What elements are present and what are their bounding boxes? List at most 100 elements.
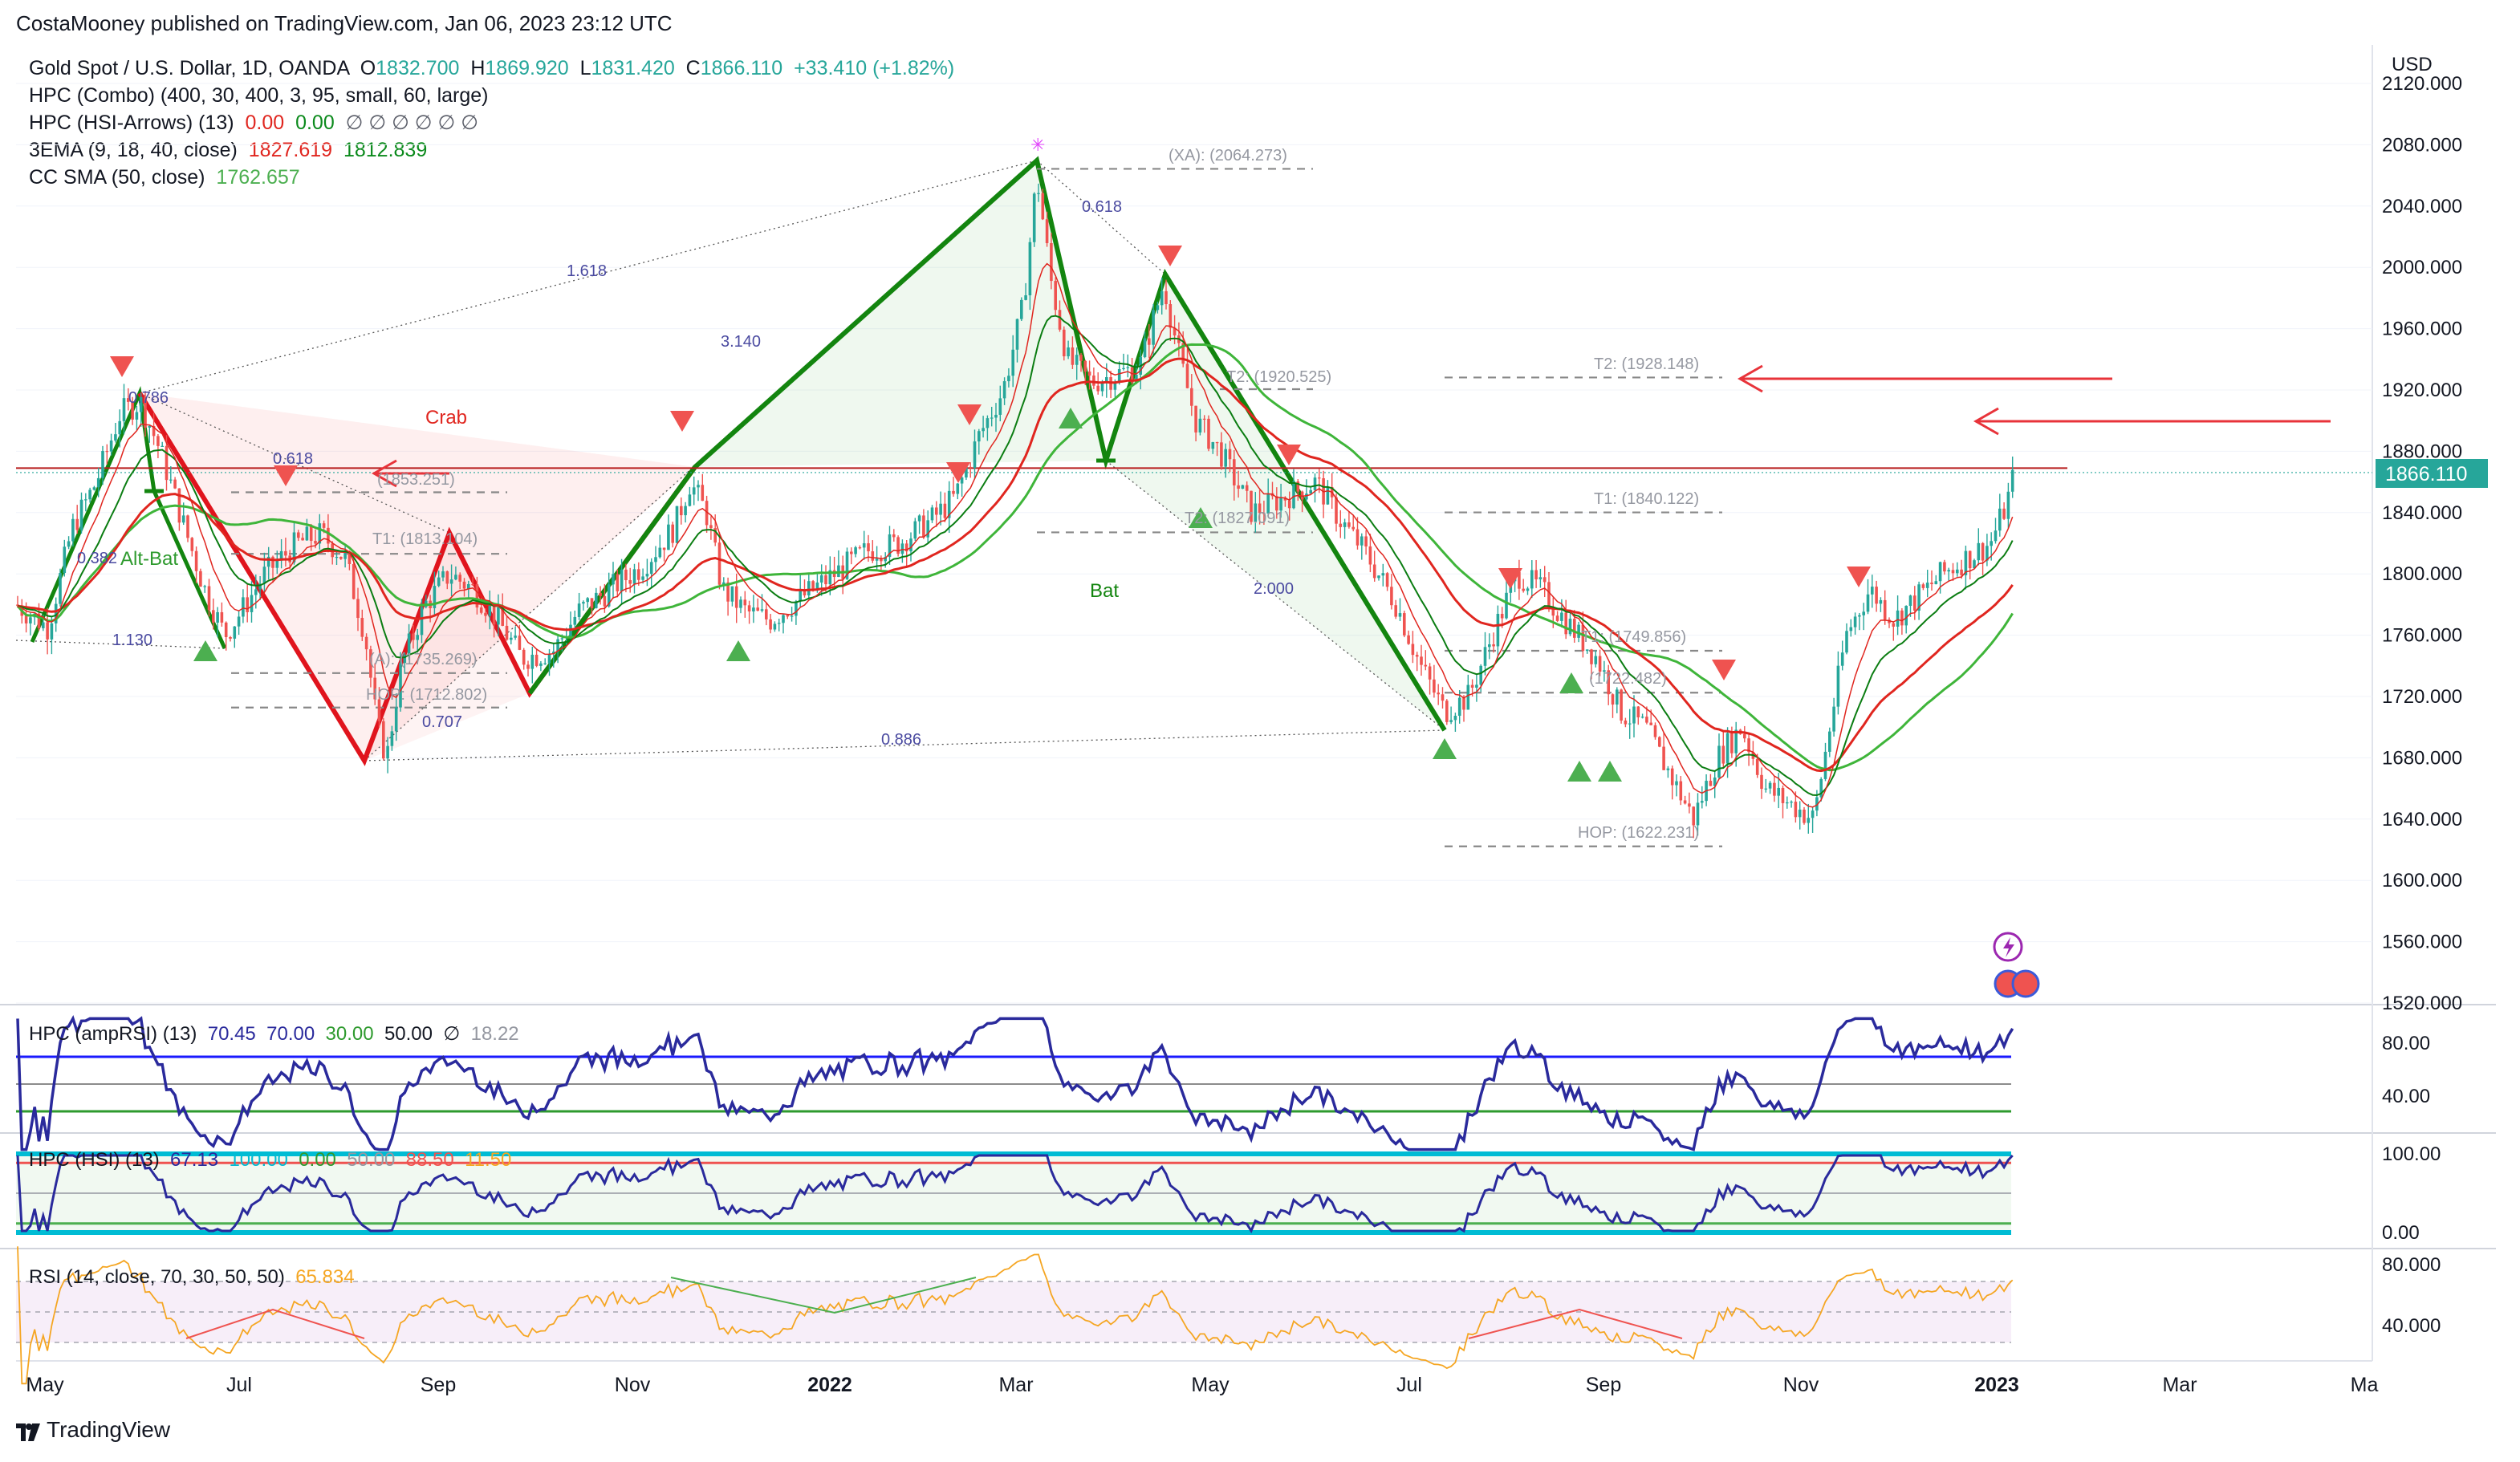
candle-body bbox=[943, 503, 947, 518]
flag-us-icon[interactable] bbox=[2011, 969, 2040, 998]
level-crab-t2: (1853.251) bbox=[377, 471, 455, 489]
candle-body bbox=[1547, 582, 1551, 608]
candle-body bbox=[1968, 550, 1972, 569]
candle-body bbox=[1071, 347, 1075, 365]
candle-body bbox=[701, 485, 705, 502]
candle-body bbox=[1896, 610, 1900, 627]
candle-body bbox=[1849, 627, 1853, 632]
candle-body bbox=[756, 607, 759, 611]
sell-arrow-icon bbox=[946, 462, 970, 483]
candle-body bbox=[612, 574, 615, 585]
pattern-label-alt-bat: Alt-Bat bbox=[120, 548, 178, 570]
time-tick-label: May bbox=[1191, 1374, 1230, 1396]
osc2-legend[interactable]: HPC (HSI) (13) 67.13 100.00 0.00 50.00 8… bbox=[29, 1149, 512, 1171]
time-axis[interactable]: May Jul Sep Nov 2022 Mar May Jul Sep Nov 2023 Mar Ma bbox=[26, 1374, 2378, 1396]
legend-sma-row[interactable]: CC SMA (50, close) 1762.657 bbox=[29, 166, 300, 189]
candle-body bbox=[1092, 375, 1095, 386]
price-tick-label: 2080.000 bbox=[2382, 134, 2462, 156]
crab-fill bbox=[140, 393, 695, 761]
symbol-name[interactable]: Gold Spot / U.S. Dollar, 1D, OANDA bbox=[29, 57, 349, 79]
candle-body bbox=[752, 607, 755, 611]
candle-body bbox=[534, 654, 539, 666]
candle-body bbox=[1054, 281, 1057, 311]
candle-body bbox=[1063, 329, 1066, 357]
candle-body bbox=[501, 607, 504, 626]
candle-body bbox=[1998, 508, 2002, 531]
candle-body bbox=[1594, 656, 1598, 664]
candle-body bbox=[1938, 562, 1942, 582]
candle-body bbox=[1343, 522, 1347, 527]
candle-body bbox=[1879, 599, 1883, 604]
candle-body bbox=[1616, 689, 1619, 705]
candle-body bbox=[1173, 327, 1177, 336]
candle-body bbox=[1041, 193, 1045, 220]
legend-ema-row[interactable]: 3EMA (9, 18, 40, close) 1827.619 1812.83… bbox=[29, 139, 428, 161]
candle-body bbox=[1462, 697, 1465, 710]
rsi-divergence-line bbox=[1468, 1308, 1683, 1339]
time-tick-label: Mar bbox=[998, 1374, 1033, 1396]
candle-body bbox=[437, 577, 441, 587]
candle-body bbox=[973, 441, 977, 469]
candle-body bbox=[1266, 493, 1270, 514]
buy-arrow-icon bbox=[1059, 408, 1083, 428]
candle-body bbox=[1335, 497, 1338, 524]
candle-body bbox=[420, 607, 424, 636]
ratio-label: 0.707 bbox=[422, 713, 462, 731]
moving-averages bbox=[16, 262, 2014, 808]
candle-body bbox=[1500, 614, 1504, 619]
candle-body bbox=[645, 574, 649, 577]
candle-body bbox=[947, 490, 951, 518]
time-tick-label: Sep bbox=[421, 1374, 456, 1396]
candle-body bbox=[416, 635, 419, 640]
osc1-axis-40: 40.00 bbox=[2382, 1086, 2430, 1107]
lightning-icon[interactable] bbox=[1993, 932, 2023, 962]
candle-body bbox=[156, 436, 160, 446]
candle-body bbox=[292, 532, 296, 562]
candle-body bbox=[335, 556, 339, 558]
ratio-label: 0.618 bbox=[273, 450, 313, 468]
candle-body bbox=[1845, 631, 1848, 653]
candle-body bbox=[1794, 802, 1798, 818]
osc1-legend[interactable]: HPC (ampRSI) (13) 70.45 70.00 30.00 50.0… bbox=[29, 1023, 519, 1045]
buy-arrow-icon bbox=[726, 640, 750, 661]
candle-body bbox=[318, 523, 322, 544]
candle-body bbox=[1420, 656, 1423, 665]
candle-body bbox=[697, 485, 700, 488]
candle-body bbox=[1836, 665, 1840, 707]
legend-combo-row[interactable]: HPC (Combo) (400, 30, 400, 3, 95, small,… bbox=[29, 84, 489, 107]
price-axis[interactable]: 2120.000 2080.000 2040.000 2000.000 1960.000… bbox=[2382, 73, 2462, 1014]
lightning-icon-glyph bbox=[2003, 937, 2014, 957]
candle-body bbox=[339, 556, 343, 559]
candle-body bbox=[1364, 536, 1368, 547]
candle-body bbox=[875, 558, 879, 561]
candle-body bbox=[671, 524, 674, 543]
candle-body bbox=[569, 624, 572, 638]
candle-body bbox=[16, 604, 19, 607]
candle-body bbox=[1925, 583, 1929, 588]
candle-body bbox=[1679, 781, 1683, 801]
candle-body bbox=[1786, 802, 1789, 804]
candle-body bbox=[433, 586, 437, 608]
candle-body bbox=[1624, 720, 1628, 725]
candle-body bbox=[1143, 338, 1147, 358]
candle-body bbox=[1347, 522, 1351, 527]
candle-body bbox=[1164, 290, 1168, 305]
candle-body bbox=[624, 569, 628, 580]
price-tick-label: 1920.000 bbox=[2382, 380, 2462, 401]
candle-body bbox=[1105, 377, 1108, 384]
candle-body bbox=[1011, 349, 1014, 376]
candle-body bbox=[475, 584, 479, 608]
candle-body bbox=[1262, 513, 1266, 514]
legend-arrows-row[interactable]: HPC (HSI-Arrows) (13) 0.00 0.00 ∅ ∅ ∅ ∅ … bbox=[29, 112, 479, 134]
tradingview-logo[interactable]: TradingView bbox=[16, 1417, 170, 1443]
candle-body bbox=[607, 584, 611, 607]
candle-body bbox=[684, 506, 687, 516]
candle-body bbox=[1002, 381, 1006, 399]
candle-body bbox=[297, 532, 300, 538]
candle-body bbox=[599, 592, 602, 596]
candle-body bbox=[867, 543, 870, 552]
candle-body bbox=[373, 677, 376, 700]
osc3-legend[interactable]: RSI (14, close, 70, 30, 50, 50) 65.834 bbox=[29, 1266, 355, 1288]
candle-body bbox=[786, 615, 790, 617]
